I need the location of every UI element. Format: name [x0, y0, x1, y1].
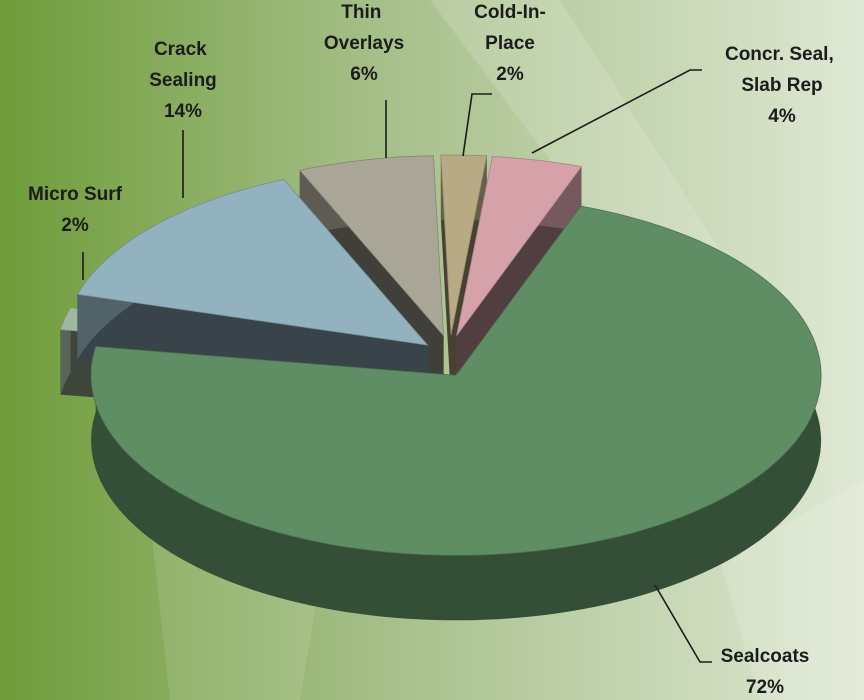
category-label: Micro Surf — [28, 184, 123, 205]
leader-line — [462, 93, 492, 157]
value-label: 4% — [768, 106, 796, 127]
category-label: Concr. Seal, Slab Rep — [725, 44, 839, 96]
value-label: 2% — [496, 64, 524, 85]
value-label: 6% — [350, 64, 378, 85]
bg-shape — [720, 480, 864, 700]
value-label: 2% — [61, 215, 89, 236]
labels: Sealcoats 72% Micro Surf 2% Crack Sealing 14%… — [28, 2, 839, 698]
slice — [456, 156, 583, 336]
category-label: Crack Sealing — [149, 39, 217, 91]
category-label: Thin Overlays — [324, 2, 404, 54]
slice — [90, 205, 822, 556]
bg-shape — [430, 0, 720, 280]
value-label: 72% — [746, 677, 784, 698]
slice — [76, 179, 429, 346]
slice — [299, 155, 445, 337]
leader-line — [531, 69, 702, 154]
category-label: Cold-In-Place — [474, 2, 546, 54]
pie — [59, 154, 822, 621]
leader-line — [654, 584, 712, 663]
category-label: Sealcoats — [721, 646, 810, 667]
value-label: 14% — [164, 101, 202, 122]
